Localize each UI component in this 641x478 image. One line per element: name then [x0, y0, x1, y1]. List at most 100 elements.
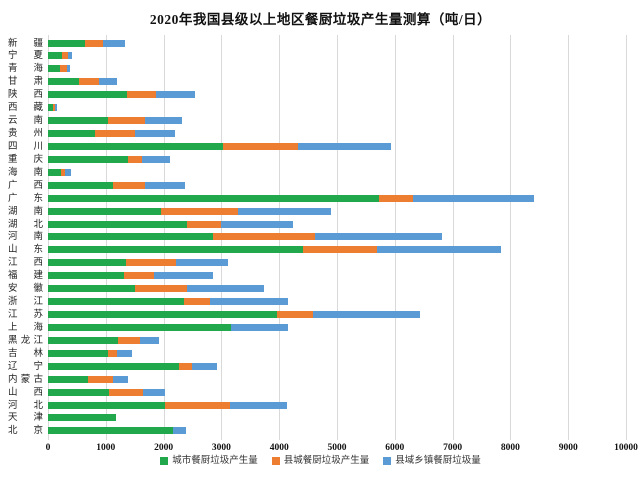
stacked-bar: [48, 362, 217, 370]
category-label: 福建: [8, 270, 43, 282]
category-label: 四川: [8, 140, 43, 152]
bar-segment-township: [376, 246, 501, 254]
category-label: 广东: [8, 192, 43, 204]
category-label: 江苏: [8, 309, 43, 321]
bar-segment-county: [179, 362, 192, 370]
bar-segment-urban: [48, 298, 184, 306]
category-label: 内蒙古: [8, 373, 43, 385]
category-label: 西藏: [8, 102, 43, 114]
x-tick-label: 10000: [614, 443, 638, 453]
bar-segment-urban: [48, 91, 127, 99]
bar-segment-urban: [48, 65, 60, 73]
bar-segment-county: [378, 194, 413, 202]
bar-segment-urban: [48, 311, 277, 319]
category-label: 云南: [8, 115, 43, 127]
legend-item: 县域乡镇餐厨垃圾量: [383, 456, 481, 466]
bar-segment-township: [141, 155, 170, 163]
gridline: [626, 35, 627, 440]
stacked-bar: [48, 233, 442, 241]
bar-segment-township: [145, 181, 185, 189]
stacked-bar: [48, 311, 421, 319]
bar-segment-urban: [48, 130, 95, 137]
stacked-bar: [48, 388, 165, 396]
bar-segment-urban: [48, 323, 231, 331]
bar-segment-township: [298, 142, 391, 150]
bar-segment-urban: [48, 39, 85, 47]
bar-segment-urban: [48, 362, 180, 370]
bar-segment-urban: [48, 427, 174, 435]
bar-segment-township: [191, 362, 217, 370]
category-label: 河北: [8, 399, 43, 411]
bar-segment-county: [123, 272, 155, 280]
x-tick-label: 3000: [211, 443, 231, 453]
chart-title: 2020年我国县级以上地区餐厨垃圾产生量测算（吨/日）: [149, 12, 492, 27]
bar-segment-county: [117, 336, 141, 344]
category-label: 安徽: [8, 283, 43, 295]
bar-segment-urban: [48, 233, 214, 241]
bar-segment-county: [87, 375, 114, 383]
stacked-bar: [48, 155, 170, 163]
bar-segment-urban: [48, 401, 165, 409]
category-label: 北京: [8, 425, 43, 437]
stacked-bar: [48, 52, 73, 60]
stacked-bar: [48, 91, 195, 99]
bar-segment-township: [98, 78, 117, 86]
bar-segment-urban: [48, 207, 161, 215]
category-label: 江西: [8, 257, 43, 269]
x-tick-label: 7000: [443, 443, 463, 453]
category-label: 吉林: [8, 347, 43, 359]
stacked-bar: [48, 285, 265, 293]
stacked-bar: [48, 246, 501, 254]
gridline: [452, 35, 454, 440]
bar-segment-urban: [48, 336, 118, 344]
bar-segment-county: [59, 65, 68, 73]
bar-segment-urban: [48, 375, 88, 383]
category-label: 甘肃: [8, 76, 43, 88]
category-label: 浙江: [8, 296, 43, 308]
bar-segment-county: [79, 78, 99, 86]
stacked-bar: [48, 220, 294, 228]
bar-segment-county: [84, 39, 104, 47]
bar-segment-township: [67, 65, 70, 73]
stacked-bar: [48, 259, 229, 267]
category-label: 海南: [8, 166, 43, 178]
bar-segment-urban: [48, 104, 53, 112]
stacked-bar: [48, 104, 58, 112]
stacked-bar: [48, 39, 126, 47]
bar-segment-township: [154, 272, 214, 280]
bar-segment-county: [109, 388, 144, 396]
bar-segment-township: [113, 375, 129, 383]
x-tick-label: 6000: [385, 443, 405, 453]
category-label: 辽宁: [8, 360, 43, 372]
stacked-bar: [48, 78, 117, 86]
category-label: 上海: [8, 321, 43, 333]
bar-segment-township: [237, 207, 331, 215]
stacked-bar: [48, 181, 185, 189]
gridline: [510, 35, 512, 440]
bar-segment-township: [209, 298, 289, 306]
category-label: 山西: [8, 386, 43, 398]
bar-segment-county: [61, 52, 69, 60]
bar-segment-county: [52, 104, 56, 112]
bar-segment-county: [128, 155, 142, 163]
stacked-bar: [48, 298, 289, 306]
category-label: 湖北: [8, 218, 43, 230]
bar-segment-county: [113, 181, 146, 189]
bar-segment-county: [126, 259, 176, 267]
bar-segment-township: [173, 427, 187, 435]
stacked-bar: [48, 375, 129, 383]
bar-segment-urban: [48, 168, 62, 176]
bar-segment-township: [55, 104, 58, 112]
bar-segment-township: [103, 39, 126, 47]
bar-segment-county: [213, 233, 316, 241]
bar-segment-urban: [48, 52, 62, 60]
bar-segment-township: [116, 349, 133, 357]
legend-item-label: 城市餐厨垃圾产生量: [172, 455, 258, 466]
category-label: 青海: [8, 63, 43, 75]
bar-segment-urban: [48, 349, 109, 357]
legend-color-swatch: [160, 456, 169, 465]
bar-segment-county: [186, 220, 222, 228]
bar-segment-township: [68, 52, 73, 60]
stacked-bar: [48, 323, 289, 331]
